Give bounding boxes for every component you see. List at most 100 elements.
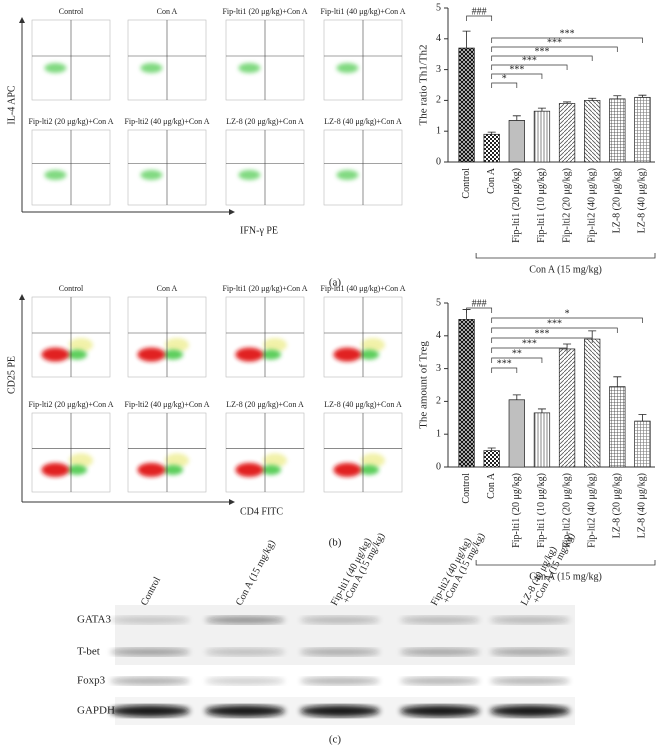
y-axis-label: The amount of Treg [418, 341, 430, 429]
cell-cloud [163, 349, 183, 360]
flow-plot [225, 296, 305, 378]
error-bar [638, 414, 647, 422]
blot-band [110, 705, 190, 717]
significance-label: *** [522, 338, 537, 349]
blot-band [205, 677, 285, 685]
y-tick-label: 1 [436, 428, 441, 439]
x-tick-label: Fip-lti2 (40 μg/kg) [586, 168, 597, 243]
flow-plot-title: Fip-lti2 (40 μg/kg)+Con A [124, 117, 209, 126]
error-bar [487, 131, 496, 135]
cell-cloud [336, 170, 359, 180]
error-bar [638, 94, 647, 98]
significance-bracket [491, 73, 543, 79]
flow-plot [127, 296, 207, 378]
bar [609, 98, 626, 163]
x-tick-label: Fip-lti2 (20 μg/kg) [561, 168, 572, 243]
significance-bracket [491, 317, 643, 323]
blot-band [300, 648, 380, 656]
blot-band [400, 648, 480, 656]
x-tick-label: Con A [486, 167, 497, 194]
error-bar [613, 376, 622, 387]
blot-band [205, 648, 285, 656]
x-tick-label: Fip-lti1 (20 μg/kg) [511, 168, 522, 243]
flow-plot-title: LZ-8 (20 μg/kg)+Con A [226, 400, 304, 409]
bar [458, 47, 475, 163]
x-tick-label: Control [461, 168, 472, 199]
x-tick-label: LZ-8 (20 μg/kg) [612, 168, 623, 233]
cell-cloud [238, 170, 261, 180]
blot-band [490, 677, 570, 685]
y-tick-label: 2 [436, 396, 441, 407]
flow-plot [127, 412, 207, 493]
flow-plot [225, 412, 305, 493]
blot-band [300, 677, 380, 685]
blot-band [205, 616, 285, 624]
cell-cloud [359, 464, 379, 475]
flow-plot [31, 129, 111, 206]
y-tick-label: 3 [436, 64, 441, 75]
flow-y-label: IL-4 APC [6, 85, 17, 125]
flow-x-label: IFN-γ PE [240, 225, 278, 236]
group-bracket [475, 253, 656, 259]
group-label: Con A (15 mg/kg) [529, 264, 602, 275]
blot-lane-label: Control [139, 575, 163, 607]
bar [558, 103, 576, 163]
significance-label: * [502, 73, 507, 84]
significance-label: *** [497, 358, 512, 369]
cell-cloud [137, 462, 166, 477]
significance-label: ** [512, 348, 522, 359]
bar [508, 399, 525, 468]
bar [483, 133, 500, 163]
cell-cloud [140, 63, 163, 73]
flow-plot-title: LZ-8 (40 μg/kg)+Con A [324, 117, 402, 126]
error-bar [512, 394, 521, 400]
blot-background [115, 605, 575, 665]
flow-plot-title: Fip-lti1 (20 μg/kg)+Con A [222, 7, 307, 16]
cell-cloud [69, 453, 93, 468]
cell-cloud [67, 349, 87, 360]
error-bar [613, 95, 622, 99]
blot-band [300, 705, 380, 717]
flow-plot-title: Fip-lti1 (40 μg/kg)+Con A [320, 284, 405, 293]
error-bar [462, 30, 471, 49]
y-tick-label: 5 [436, 2, 441, 13]
cell-cloud [361, 338, 385, 352]
x-tick-label: LZ-8 (40 μg/kg) [637, 168, 648, 233]
flow-plot [323, 129, 403, 206]
flow-plot-title: Con A [157, 284, 178, 293]
significance-label: * [565, 308, 570, 319]
panel-label: (b) [329, 537, 342, 549]
panel-label: (a) [329, 277, 342, 289]
y-tick-label: 0 [436, 461, 441, 472]
significance-bracket [491, 82, 518, 88]
flow-plot [31, 296, 111, 378]
error-bar [588, 97, 597, 101]
cell-cloud [44, 170, 67, 180]
blot-band [490, 648, 570, 656]
significance-label: ### [472, 6, 487, 17]
bar [634, 96, 651, 163]
cell-cloud [263, 338, 287, 352]
cell-cloud [235, 462, 264, 477]
flow-plot [31, 412, 111, 493]
flow-plot [225, 129, 305, 206]
x-tick-label: LZ-8 (40 μg/kg) [637, 473, 648, 538]
y-tick-label: 1 [436, 125, 441, 136]
x-tick-label: Fip-lti2 (40 μg/kg) [586, 473, 597, 548]
y-tick-label: 5 [436, 297, 441, 308]
significance-label: *** [547, 37, 562, 48]
significance-label: *** [560, 28, 575, 39]
significance-bracket [491, 64, 568, 70]
blot-band [110, 616, 190, 624]
flow-y-label: CD25 PE [6, 356, 17, 394]
cell-cloud [261, 464, 281, 475]
cell-cloud [333, 462, 362, 477]
cell-cloud [235, 347, 264, 362]
x-tick-label: Fip-lti1 (10 μg/kg) [536, 473, 547, 548]
significance-bracket [491, 337, 593, 343]
significance-bracket [466, 15, 493, 21]
x-tick-label: Control [461, 473, 472, 504]
cell-cloud [41, 347, 70, 362]
cell-cloud [336, 63, 359, 73]
error-bar [537, 107, 546, 112]
